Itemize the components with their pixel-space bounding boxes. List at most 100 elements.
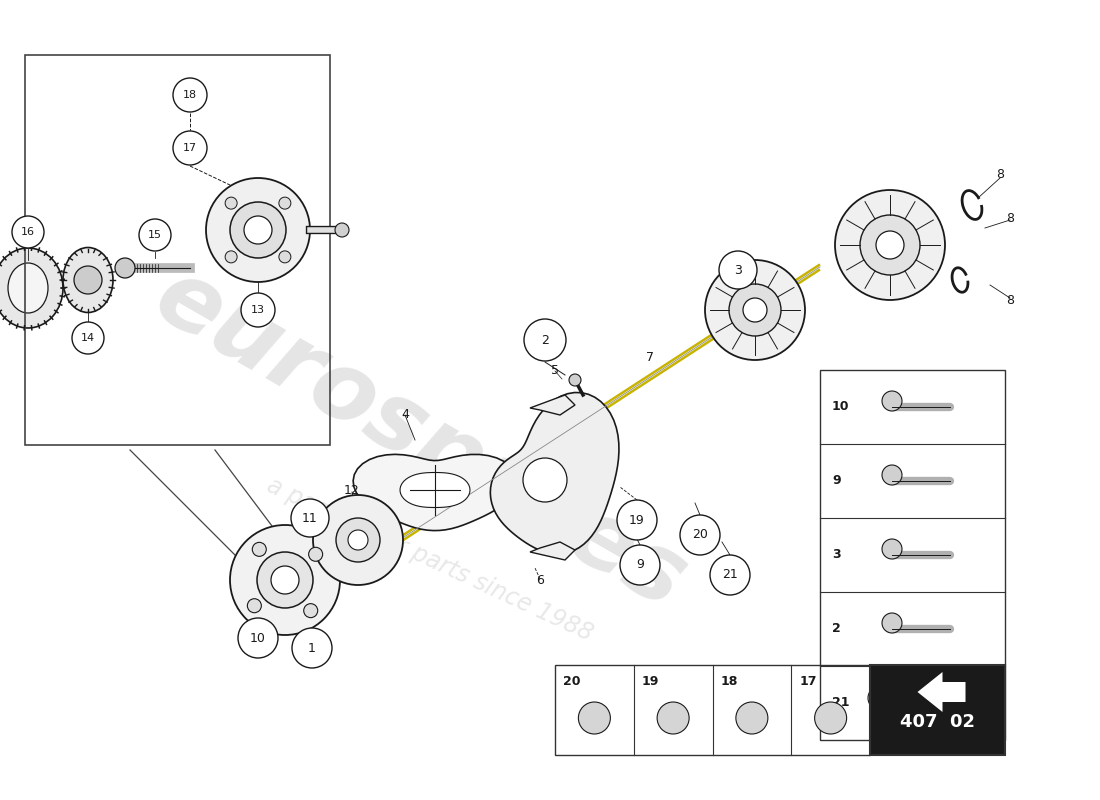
Circle shape bbox=[230, 202, 286, 258]
Circle shape bbox=[815, 702, 847, 734]
Circle shape bbox=[882, 465, 902, 485]
Circle shape bbox=[238, 618, 278, 658]
Text: 8: 8 bbox=[1006, 294, 1014, 306]
Text: 3: 3 bbox=[832, 549, 840, 562]
Circle shape bbox=[742, 298, 767, 322]
Ellipse shape bbox=[8, 263, 48, 313]
Text: 16: 16 bbox=[21, 227, 35, 237]
Text: 407  02: 407 02 bbox=[900, 713, 975, 731]
Circle shape bbox=[116, 258, 135, 278]
Circle shape bbox=[252, 542, 266, 556]
Circle shape bbox=[226, 197, 238, 209]
Polygon shape bbox=[530, 395, 575, 415]
Circle shape bbox=[522, 458, 566, 502]
Text: 6: 6 bbox=[536, 574, 543, 586]
Circle shape bbox=[882, 613, 902, 633]
Circle shape bbox=[835, 190, 945, 300]
Circle shape bbox=[736, 702, 768, 734]
Text: 1: 1 bbox=[308, 642, 316, 654]
Text: 13: 13 bbox=[251, 305, 265, 315]
Text: 18: 18 bbox=[720, 675, 738, 688]
Text: 10: 10 bbox=[832, 401, 849, 414]
Circle shape bbox=[524, 319, 567, 361]
Text: a passion for parts since 1988: a passion for parts since 1988 bbox=[263, 474, 597, 646]
Circle shape bbox=[292, 499, 329, 537]
Polygon shape bbox=[491, 393, 619, 554]
Circle shape bbox=[139, 219, 170, 251]
Text: 10: 10 bbox=[250, 631, 266, 645]
Circle shape bbox=[617, 500, 657, 540]
Circle shape bbox=[710, 555, 750, 595]
Circle shape bbox=[12, 216, 44, 248]
Ellipse shape bbox=[0, 248, 63, 328]
Ellipse shape bbox=[63, 247, 113, 313]
Circle shape bbox=[960, 686, 984, 710]
Circle shape bbox=[292, 628, 332, 668]
Circle shape bbox=[729, 284, 781, 336]
Circle shape bbox=[230, 525, 340, 635]
Text: 3: 3 bbox=[734, 263, 741, 277]
Circle shape bbox=[271, 566, 299, 594]
Circle shape bbox=[860, 215, 920, 275]
Text: 2: 2 bbox=[541, 334, 549, 346]
Text: 17: 17 bbox=[183, 143, 197, 153]
Circle shape bbox=[173, 131, 207, 165]
Circle shape bbox=[868, 686, 892, 710]
Circle shape bbox=[74, 266, 102, 294]
Text: 11: 11 bbox=[302, 511, 318, 525]
Text: 19: 19 bbox=[629, 514, 645, 526]
Bar bbox=[556, 665, 870, 755]
Text: 8: 8 bbox=[1006, 211, 1014, 225]
Circle shape bbox=[336, 223, 349, 237]
Text: 9: 9 bbox=[636, 558, 644, 571]
Text: 8: 8 bbox=[996, 169, 1004, 182]
Circle shape bbox=[579, 702, 610, 734]
Polygon shape bbox=[530, 542, 575, 560]
Polygon shape bbox=[400, 473, 470, 507]
Text: 2: 2 bbox=[832, 622, 840, 635]
Circle shape bbox=[279, 197, 290, 209]
Circle shape bbox=[72, 322, 104, 354]
Circle shape bbox=[314, 495, 403, 585]
Circle shape bbox=[257, 552, 314, 608]
Circle shape bbox=[248, 598, 262, 613]
Circle shape bbox=[569, 374, 581, 386]
Circle shape bbox=[876, 231, 904, 259]
Circle shape bbox=[882, 391, 902, 411]
Text: 9: 9 bbox=[832, 474, 840, 487]
Text: 21: 21 bbox=[832, 697, 849, 710]
Text: 4: 4 bbox=[402, 409, 409, 422]
Circle shape bbox=[304, 604, 318, 618]
Polygon shape bbox=[917, 672, 966, 712]
Circle shape bbox=[705, 260, 805, 360]
Circle shape bbox=[620, 545, 660, 585]
Circle shape bbox=[241, 293, 275, 327]
Circle shape bbox=[680, 515, 720, 555]
Circle shape bbox=[173, 78, 207, 112]
Circle shape bbox=[309, 547, 322, 562]
Circle shape bbox=[719, 251, 757, 289]
Text: 14: 14 bbox=[81, 333, 95, 343]
Text: 12: 12 bbox=[344, 483, 360, 497]
Text: 5: 5 bbox=[551, 363, 559, 377]
Text: 18: 18 bbox=[183, 90, 197, 100]
Bar bbox=[25, 55, 330, 445]
Circle shape bbox=[348, 530, 369, 550]
Text: 20: 20 bbox=[692, 529, 708, 542]
Text: 20: 20 bbox=[563, 675, 581, 688]
Text: 19: 19 bbox=[641, 675, 659, 688]
Text: 1: 1 bbox=[921, 697, 929, 710]
Circle shape bbox=[206, 178, 310, 282]
Text: eurospares: eurospares bbox=[139, 250, 702, 630]
Bar bbox=[870, 665, 1005, 755]
Circle shape bbox=[882, 539, 902, 559]
Polygon shape bbox=[353, 454, 517, 530]
Circle shape bbox=[657, 702, 689, 734]
Circle shape bbox=[336, 518, 380, 562]
Circle shape bbox=[279, 251, 290, 263]
Circle shape bbox=[226, 251, 238, 263]
Text: 17: 17 bbox=[800, 675, 816, 688]
Text: 21: 21 bbox=[722, 569, 738, 582]
Bar bbox=[820, 370, 1005, 740]
Text: 7: 7 bbox=[646, 351, 654, 364]
